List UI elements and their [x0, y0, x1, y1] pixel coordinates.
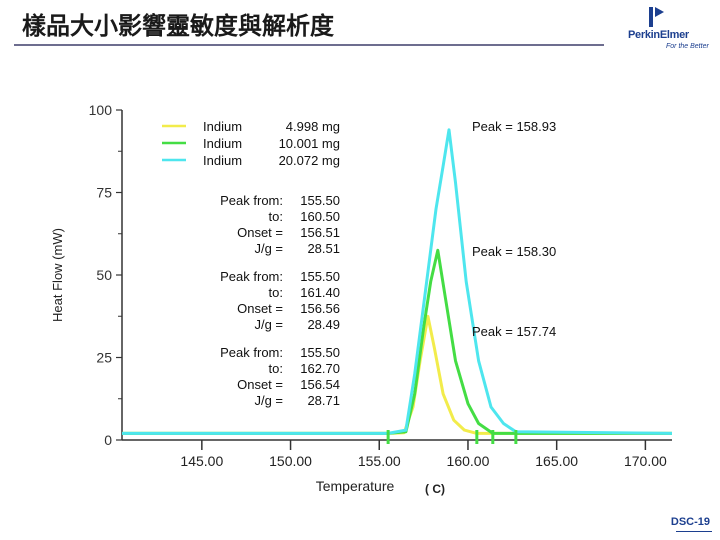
x-tick-label: 150.00: [269, 453, 312, 469]
legend-label: Indium: [203, 136, 242, 151]
y-tick-label: 75: [96, 185, 112, 201]
legend-mass: 20.072 mg: [279, 153, 340, 168]
result-value: 156.51: [300, 225, 340, 240]
result-label: J/g =: [254, 393, 283, 408]
result-value: 160.50: [300, 209, 340, 224]
peak-label: Peak = 158.30: [472, 244, 556, 259]
logo-tagline: For the Better: [666, 43, 709, 50]
result-label: to:: [269, 361, 283, 376]
peak-label: Peak = 158.93: [472, 119, 556, 134]
footer-underline: [676, 531, 712, 532]
x-tick-label: 170.00: [624, 453, 667, 469]
x-tick-label: 165.00: [535, 453, 578, 469]
result-value: 28.51: [307, 241, 340, 256]
result-value: 28.71: [307, 393, 340, 408]
result-value: 28.49: [307, 317, 340, 332]
slide-number: DSC-19: [670, 516, 710, 528]
y-tick-label: 25: [96, 350, 112, 366]
result-label: Peak from:: [220, 193, 283, 208]
result-value: 156.54: [300, 377, 340, 392]
perkinelmer-logo-icon: [649, 7, 664, 27]
y-tick-label: 100: [89, 102, 113, 118]
peak-label: Peak = 157.74: [472, 324, 556, 339]
x-tick-label: 145.00: [180, 453, 223, 469]
result-value: 156.56: [300, 301, 340, 316]
result-value: 155.50: [300, 193, 340, 208]
result-label: Onset =: [237, 225, 283, 240]
x-tick-label: 160.00: [447, 453, 490, 469]
y-tick-label: 50: [96, 267, 112, 283]
result-value: 162.70: [300, 361, 340, 376]
y-axis-label: Heat Flow (mW): [50, 228, 65, 322]
series-line-3: [122, 128, 673, 435]
result-label: Onset =: [237, 377, 283, 392]
result-label: Peak from:: [220, 345, 283, 360]
legend-mass: 10.001 mg: [279, 136, 340, 151]
x-axis-unit: ( C): [425, 482, 445, 496]
result-label: to:: [269, 285, 283, 300]
perkinelmer-logo: PerkinElmer For the Better: [620, 2, 716, 52]
result-label: Onset =: [237, 301, 283, 316]
result-value: 155.50: [300, 269, 340, 284]
result-label: J/g =: [254, 317, 283, 332]
y-tick-label: 0: [104, 432, 112, 448]
legend-label: Indium: [203, 119, 242, 134]
logo-name: PerkinElmer: [628, 29, 689, 41]
result-value: 161.40: [300, 285, 340, 300]
x-axis-label: Temperature: [316, 478, 395, 494]
result-label: Peak from:: [220, 269, 283, 284]
result-label: to:: [269, 209, 283, 224]
result-value: 155.50: [300, 345, 340, 360]
header-divider: [14, 44, 604, 46]
legend-label: Indium: [203, 153, 242, 168]
legend-mass: 4.998 mg: [286, 119, 340, 134]
x-tick-label: 155.00: [358, 453, 401, 469]
series-line-2: [122, 248, 672, 435]
series-line-1: [122, 314, 672, 435]
result-label: J/g =: [254, 241, 283, 256]
page-title: 樣品大小影響靈敏度與解析度: [22, 12, 334, 40]
